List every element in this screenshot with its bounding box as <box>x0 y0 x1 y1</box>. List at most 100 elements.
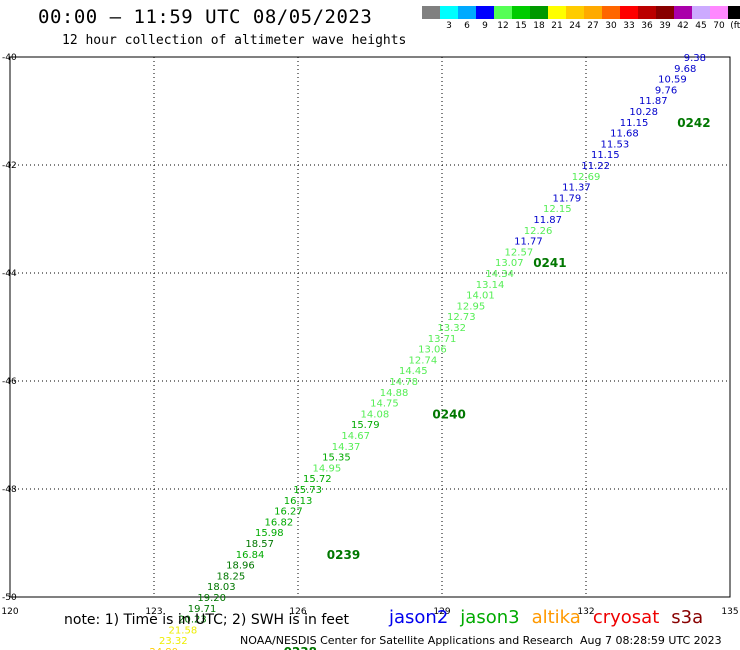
wave-height-label: 16.13 <box>284 496 313 507</box>
wave-height-label: 14.88 <box>380 388 409 399</box>
wave-height-label: 14.08 <box>361 409 390 420</box>
x-tick-label: 135 <box>721 607 738 617</box>
wave-height-label: 15.72 <box>303 474 332 485</box>
color-swatch <box>584 6 602 19</box>
wave-height-label: 15.73 <box>293 485 322 496</box>
wave-height-label: 12.73 <box>447 312 476 323</box>
color-scale-unit: (ft) <box>730 21 740 31</box>
color-swatch <box>476 6 494 19</box>
wave-height-label: 13.07 <box>495 258 524 269</box>
wave-height-label: 16.82 <box>265 517 294 528</box>
color-swatch <box>602 6 620 19</box>
wave-height-label: 12.15 <box>543 204 572 215</box>
map-frame <box>9 56 731 598</box>
wave-height-label: 15.98 <box>255 528 284 539</box>
satellite-legend-item: jason3 <box>460 607 520 628</box>
wave-height-marks: 9.389.6810.599.7611.8710.2811.1511.6811.… <box>149 53 710 650</box>
color-swatch <box>512 6 530 19</box>
wave-height-label: 9.68 <box>674 64 696 75</box>
x-tick-label: 132 <box>577 607 594 617</box>
satellite-legend-item: altika <box>531 607 581 628</box>
satellite-legend-item: jason2 <box>389 607 449 628</box>
color-scale-label: 6 <box>464 21 470 31</box>
color-swatch <box>674 6 692 19</box>
wave-height-label: 23.32 <box>159 636 188 647</box>
map-grid: 120 123 126 129 132 135 -40 -42 -44 -46 -48 -50 <box>1 53 738 617</box>
page-subtitle: 12 hour collection of altimeter wave hei… <box>62 33 407 48</box>
color-swatch <box>458 6 476 19</box>
y-tick-label: -44 <box>2 269 17 279</box>
color-scale-label: 24 <box>569 21 581 31</box>
wave-height-label: 12.95 <box>457 301 486 312</box>
wave-height-label: 9.76 <box>655 85 677 96</box>
generation-timestamp: Aug 7 08:28:59 UTC 2023 <box>580 634 722 647</box>
page-title: 00:00 – 11:59 UTC 08/05/2023 <box>38 6 373 28</box>
satellite-legend-item: cryosat <box>592 607 660 628</box>
wave-height-label: 15.35 <box>322 453 351 464</box>
color-scale-label: 42 <box>677 21 689 31</box>
wave-height-label: 11.37 <box>562 183 591 194</box>
pass-time-label: 0240 <box>432 407 465 421</box>
color-swatch <box>656 6 674 19</box>
color-scale-label: 9 <box>482 21 488 31</box>
wave-height-label: 14.75 <box>370 399 399 410</box>
wave-height-label: 10.28 <box>629 107 658 118</box>
color-scale-label: 70 <box>713 21 725 31</box>
wave-height-label: 11.87 <box>533 215 562 226</box>
x-tick-label: 123 <box>145 607 162 617</box>
wave-height-label: 12.26 <box>524 226 553 237</box>
color-swatch <box>440 6 458 19</box>
color-swatch <box>692 6 710 19</box>
color-swatch <box>548 6 566 19</box>
color-swatch <box>530 6 548 19</box>
wave-height-label: 12.57 <box>505 247 534 258</box>
y-tick-label: -48 <box>2 485 17 495</box>
pass-time-label: 0242 <box>677 116 710 130</box>
color-scale-label: 36 <box>641 21 653 31</box>
wave-height-label: 18.96 <box>226 561 255 572</box>
wave-height-label: 20.23 <box>178 615 207 626</box>
wave-height-label: 11.53 <box>601 139 630 150</box>
pass-time-label: 0239 <box>327 548 360 562</box>
y-tick-label: -50 <box>2 593 17 603</box>
color-swatch <box>494 6 512 19</box>
wave-height-label: 11.79 <box>553 193 582 204</box>
wave-height-label: 14.37 <box>332 442 361 453</box>
color-scale-label: 39 <box>659 21 671 31</box>
y-tick-label: -42 <box>2 161 17 171</box>
wave-height-label: 16.84 <box>236 550 265 561</box>
color-swatch <box>710 6 728 19</box>
color-scale-label: 18 <box>533 21 545 31</box>
wave-height-label: 13.14 <box>476 280 505 291</box>
wave-height-label: 11.68 <box>610 129 639 140</box>
pass-time-label: 0241 <box>533 256 566 270</box>
wave-height-label: 19.71 <box>188 604 217 615</box>
wave-height-label: 9.38 <box>684 53 706 64</box>
color-swatch <box>566 6 584 19</box>
wave-height-label: 13.71 <box>428 334 457 345</box>
wave-height-label: 15.79 <box>351 420 380 431</box>
wave-height-label: 13.06 <box>418 345 447 356</box>
color-swatch <box>638 6 656 19</box>
color-scale-label: 21 <box>551 21 563 31</box>
wave-height-label: 11.77 <box>514 237 543 248</box>
color-swatch <box>422 6 440 19</box>
wave-height-label: 11.22 <box>581 161 610 172</box>
x-tick-label: 120 <box>1 607 18 617</box>
credit-line: NOAA/NESDIS Center for Satellite Applica… <box>240 634 574 647</box>
color-scale-label: 33 <box>623 21 635 31</box>
wave-height-label: 12.69 <box>572 172 601 183</box>
wave-height-label: 14.01 <box>466 291 495 302</box>
wave-height-label: 14.78 <box>389 377 418 388</box>
color-swatch <box>620 6 638 19</box>
color-scale-label: 15 <box>515 21 527 31</box>
wave-height-label: 14.45 <box>399 366 428 377</box>
color-scale-label: 12 <box>497 21 509 31</box>
wave-height-label: 18.57 <box>245 539 274 550</box>
x-tick-label: 126 <box>289 607 306 617</box>
footer-note: note: 1) Time is in UTC; 2) SWH is in fe… <box>64 612 350 628</box>
wave-height-label: 14.95 <box>313 463 342 474</box>
wave-height-label: 10.59 <box>658 75 687 86</box>
